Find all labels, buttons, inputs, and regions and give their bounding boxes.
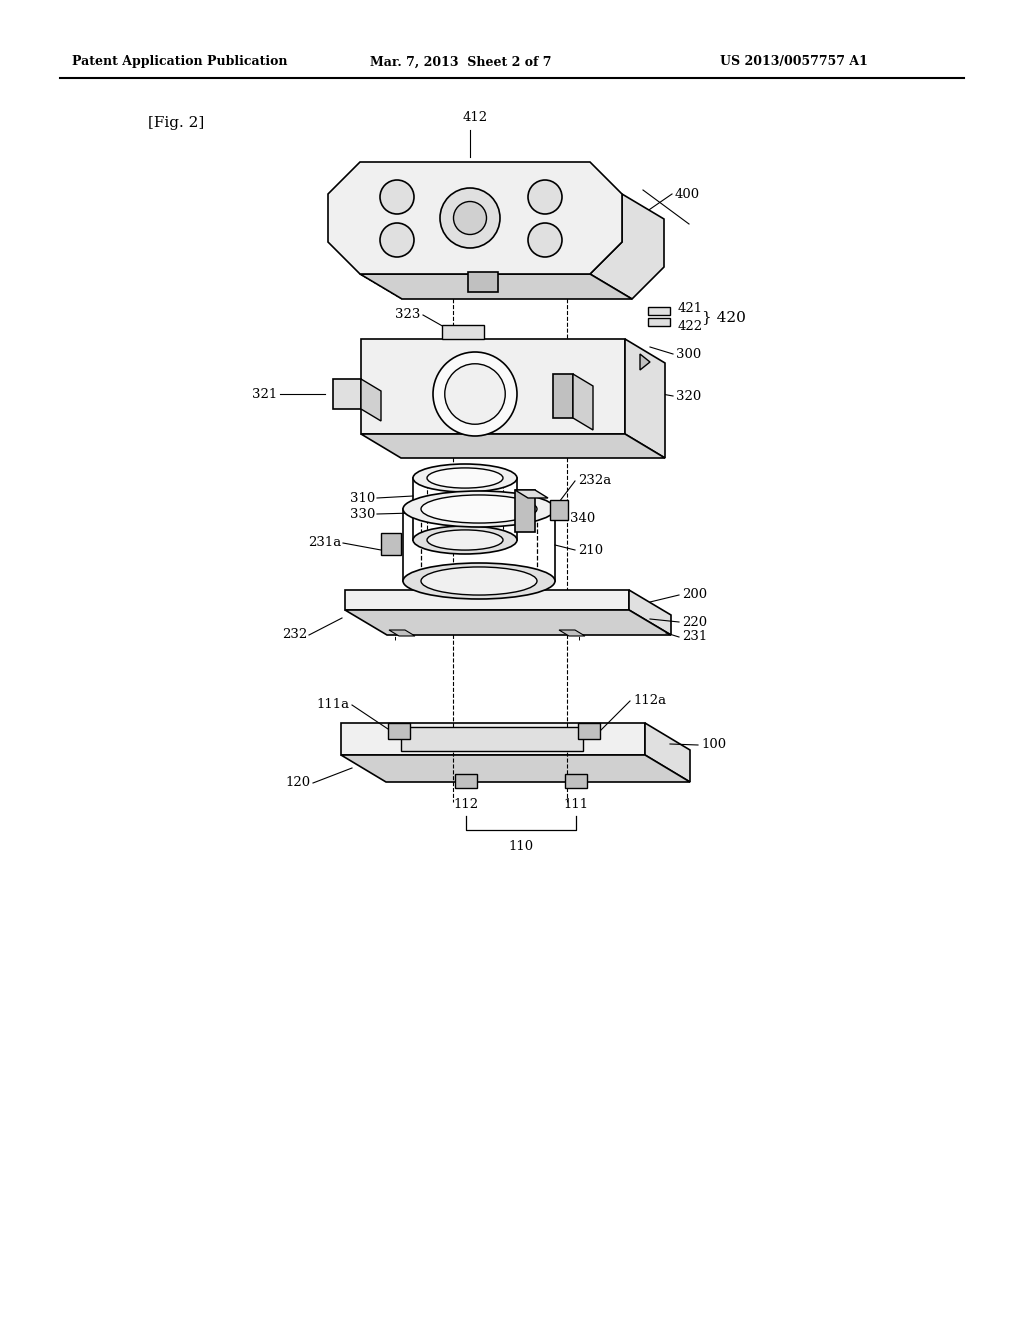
Circle shape — [380, 180, 414, 214]
Ellipse shape — [427, 467, 503, 488]
Text: 421: 421 — [678, 302, 703, 315]
Circle shape — [433, 352, 517, 436]
Polygon shape — [381, 533, 401, 554]
Text: 322: 322 — [608, 380, 633, 392]
Text: } 420: } 420 — [702, 310, 745, 323]
Text: 111: 111 — [563, 797, 589, 810]
Text: 321: 321 — [252, 388, 278, 400]
Text: 120: 120 — [286, 776, 311, 789]
Ellipse shape — [403, 491, 555, 527]
Polygon shape — [389, 630, 415, 636]
Polygon shape — [361, 379, 381, 421]
Polygon shape — [345, 590, 629, 610]
Polygon shape — [388, 723, 410, 739]
Polygon shape — [455, 774, 477, 788]
Polygon shape — [333, 379, 361, 409]
Text: 220: 220 — [682, 615, 708, 628]
Polygon shape — [648, 308, 670, 315]
Text: 310: 310 — [350, 491, 375, 504]
Text: 400: 400 — [675, 187, 700, 201]
Text: 110: 110 — [509, 840, 534, 853]
Text: 231: 231 — [682, 631, 708, 644]
Text: 200: 200 — [682, 589, 708, 602]
Polygon shape — [640, 354, 650, 370]
Polygon shape — [361, 434, 665, 458]
Polygon shape — [553, 374, 573, 418]
Text: 320: 320 — [676, 389, 701, 403]
Polygon shape — [629, 590, 671, 635]
Text: 330: 330 — [349, 507, 375, 520]
Text: Mar. 7, 2013  Sheet 2 of 7: Mar. 7, 2013 Sheet 2 of 7 — [370, 55, 552, 69]
Text: 340: 340 — [570, 512, 595, 525]
Polygon shape — [625, 339, 665, 458]
Ellipse shape — [403, 564, 555, 599]
Polygon shape — [515, 490, 535, 532]
Text: 100: 100 — [701, 738, 726, 751]
Polygon shape — [401, 727, 583, 751]
Circle shape — [528, 180, 562, 214]
Polygon shape — [590, 194, 664, 300]
Polygon shape — [341, 723, 645, 755]
Text: 112a: 112a — [633, 694, 667, 708]
Text: 231a: 231a — [308, 536, 341, 549]
Circle shape — [440, 187, 500, 248]
Polygon shape — [328, 162, 622, 275]
Ellipse shape — [413, 525, 517, 554]
Polygon shape — [550, 500, 568, 520]
Ellipse shape — [421, 568, 537, 595]
Ellipse shape — [427, 529, 503, 550]
Text: 211: 211 — [423, 470, 449, 483]
Polygon shape — [360, 275, 632, 300]
Text: Patent Application Publication: Patent Application Publication — [72, 55, 288, 69]
Polygon shape — [468, 272, 498, 292]
Polygon shape — [559, 630, 585, 636]
Text: 412: 412 — [463, 111, 487, 124]
Polygon shape — [648, 318, 670, 326]
Polygon shape — [573, 374, 593, 430]
Text: 232: 232 — [282, 628, 307, 642]
Text: 422: 422 — [678, 319, 703, 333]
Polygon shape — [645, 723, 690, 781]
Circle shape — [454, 202, 486, 235]
Text: 300: 300 — [676, 347, 701, 360]
Polygon shape — [578, 723, 600, 739]
Text: 111a: 111a — [316, 698, 350, 711]
Ellipse shape — [421, 495, 537, 523]
Polygon shape — [442, 325, 484, 339]
Text: 210: 210 — [578, 544, 603, 557]
Text: 323: 323 — [394, 309, 420, 322]
Polygon shape — [341, 755, 690, 781]
Circle shape — [444, 364, 505, 424]
Text: 232a: 232a — [578, 474, 611, 487]
Ellipse shape — [413, 465, 517, 492]
Text: 112: 112 — [454, 797, 478, 810]
Circle shape — [380, 223, 414, 257]
Polygon shape — [361, 339, 625, 434]
Polygon shape — [515, 490, 548, 498]
Text: [Fig. 2]: [Fig. 2] — [148, 116, 204, 129]
Text: US 2013/0057757 A1: US 2013/0057757 A1 — [720, 55, 868, 69]
Polygon shape — [565, 774, 587, 788]
Polygon shape — [345, 610, 671, 635]
Circle shape — [528, 223, 562, 257]
